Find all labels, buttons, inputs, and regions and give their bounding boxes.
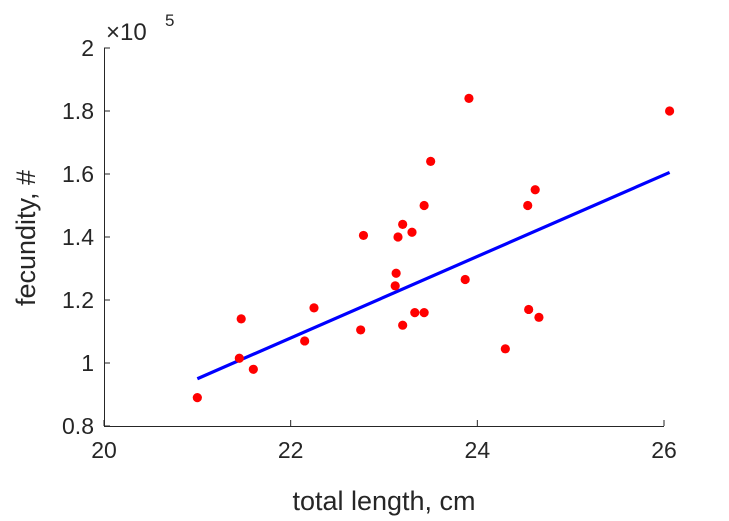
data-point xyxy=(393,232,403,242)
data-point xyxy=(391,268,401,278)
y-exponent-base: ×10 xyxy=(106,19,147,46)
data-point xyxy=(460,274,470,285)
data-point xyxy=(426,156,436,166)
data-point xyxy=(236,314,246,324)
data-point xyxy=(300,336,310,346)
y-tick-label: 1.4 xyxy=(62,224,94,250)
data-point xyxy=(410,308,420,318)
x-axis-label: total length, cm xyxy=(292,486,475,516)
y-tick-label: 1.8 xyxy=(62,98,94,124)
y-tick-label: 1.2 xyxy=(62,287,94,313)
data-point xyxy=(192,393,202,403)
x-ticks: 20 22 24 26 xyxy=(91,420,677,463)
data-point xyxy=(309,303,319,313)
y-exponent-power: 5 xyxy=(165,11,174,30)
data-point xyxy=(248,364,258,374)
data-point xyxy=(407,227,417,237)
x-tick-label: 24 xyxy=(465,437,491,463)
x-tick-label: 26 xyxy=(651,437,677,463)
fit-line xyxy=(196,170,671,381)
data-point xyxy=(523,200,533,211)
y-axis-label: fecundity, # xyxy=(11,170,41,306)
y-tick-label: 2 xyxy=(81,35,94,61)
data-point xyxy=(398,219,408,229)
data-point xyxy=(500,344,510,354)
data-point xyxy=(398,320,408,330)
data-points xyxy=(192,93,675,403)
data-point xyxy=(534,312,544,322)
data-point xyxy=(234,353,244,363)
data-point xyxy=(390,281,400,291)
x-tick-label: 22 xyxy=(278,437,304,463)
data-point xyxy=(665,106,675,116)
x-tick-label: 20 xyxy=(91,437,117,463)
data-point xyxy=(358,230,369,241)
data-point xyxy=(419,308,429,318)
y-tick-label: 1.6 xyxy=(62,161,94,187)
data-point xyxy=(464,93,474,103)
axes xyxy=(104,48,664,427)
data-point xyxy=(356,325,366,335)
regression-line xyxy=(196,170,671,381)
y-exponent: ×10 5 xyxy=(106,11,174,46)
data-point xyxy=(524,304,534,315)
y-ticks: 0.8 1 1.2 1.4 1.6 1.8 2 xyxy=(62,35,110,439)
y-tick-label: 0.8 xyxy=(62,413,94,439)
data-point xyxy=(530,185,540,195)
data-point xyxy=(419,200,429,211)
y-tick-label: 1 xyxy=(81,350,94,376)
